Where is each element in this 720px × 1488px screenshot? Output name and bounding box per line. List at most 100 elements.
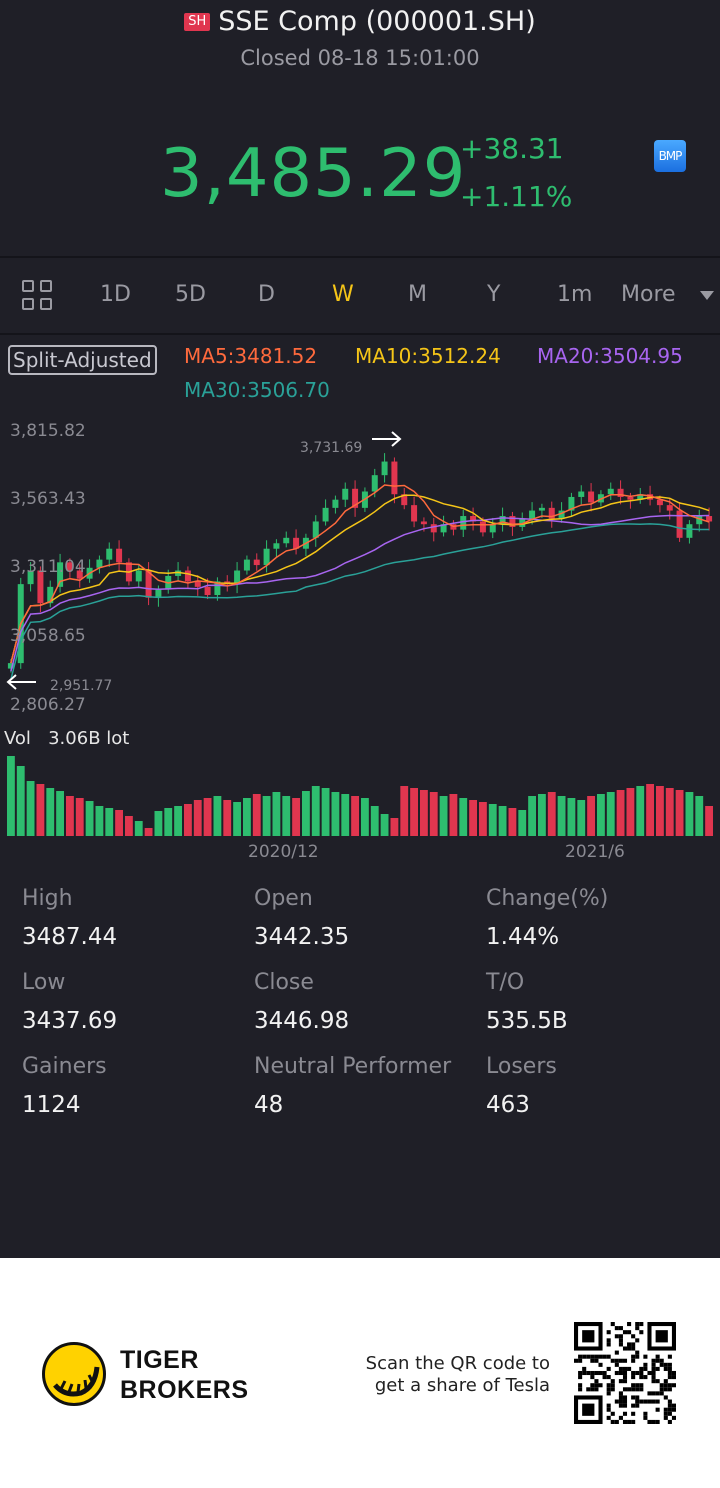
stat-label-close: Close bbox=[254, 970, 314, 995]
candle-body bbox=[686, 524, 693, 538]
volume-bar bbox=[606, 792, 615, 836]
volume-bar bbox=[410, 788, 418, 836]
tab-w[interactable]: W bbox=[332, 282, 354, 307]
volume-bar bbox=[36, 784, 45, 836]
candle-body bbox=[499, 516, 506, 525]
candlestick-chart[interactable] bbox=[0, 410, 720, 720]
stat-value-low: 3437.69 bbox=[22, 1008, 118, 1034]
volume-bar bbox=[695, 796, 704, 836]
volume-bar bbox=[223, 800, 232, 836]
stat-label-losers: Losers bbox=[486, 1054, 557, 1079]
brand-name: TIGER bbox=[120, 1346, 199, 1374]
candle-body bbox=[293, 537, 300, 549]
volume-bar bbox=[351, 796, 359, 836]
volume-bar bbox=[616, 790, 625, 836]
candle-body bbox=[391, 461, 398, 495]
volume-bar bbox=[213, 796, 222, 836]
candle-body bbox=[37, 570, 44, 604]
x-axis-label: 2021/6 bbox=[565, 842, 625, 862]
ma20-legend: MA20:3504.95 bbox=[537, 344, 683, 368]
volume-bar bbox=[361, 798, 369, 836]
volume-bar bbox=[164, 808, 173, 836]
volume-bar bbox=[420, 790, 428, 836]
candle-body bbox=[548, 507, 555, 519]
high-arrow-icon bbox=[372, 431, 402, 447]
period-tabs: 1D 5D D W M Y 1m More bbox=[0, 258, 720, 334]
ma10-legend: MA10:3512.24 bbox=[355, 344, 501, 368]
candle-body bbox=[529, 510, 536, 519]
volume-bar bbox=[577, 800, 586, 836]
tab-5d[interactable]: 5D bbox=[175, 282, 206, 307]
candle-body bbox=[116, 548, 123, 563]
divider bbox=[0, 256, 720, 258]
candle-body bbox=[194, 581, 201, 587]
volume-bar bbox=[66, 796, 74, 836]
volume-bar bbox=[429, 792, 438, 836]
volume-bar bbox=[646, 784, 654, 836]
candle-body bbox=[27, 570, 34, 585]
candle-body bbox=[509, 516, 516, 527]
candle-body bbox=[106, 548, 113, 560]
candle-body bbox=[489, 524, 496, 533]
stat-label-gainers: Gainers bbox=[22, 1054, 107, 1079]
grid-layout-icon[interactable] bbox=[22, 280, 54, 312]
low-arrow-icon bbox=[6, 674, 36, 690]
volume-bar bbox=[439, 796, 448, 836]
volume-bar bbox=[233, 802, 241, 836]
ma20-line bbox=[10, 514, 710, 672]
candle-body bbox=[263, 548, 270, 566]
volume-bar bbox=[528, 796, 536, 836]
candle-body bbox=[352, 488, 359, 508]
volume-bar bbox=[282, 796, 291, 836]
volume-bar bbox=[16, 766, 25, 836]
volume-bar bbox=[56, 791, 64, 836]
candle-body bbox=[706, 516, 713, 522]
tab-1m[interactable]: 1m bbox=[557, 282, 593, 307]
price-change-percent: +1.11% bbox=[460, 180, 573, 213]
tab-d[interactable]: D bbox=[258, 282, 275, 307]
stat-value-change: 1.44% bbox=[486, 924, 560, 950]
candle-body bbox=[676, 510, 683, 538]
divider bbox=[0, 333, 720, 335]
volume-bar bbox=[85, 801, 94, 836]
split-adjusted-toggle[interactable]: Split-Adjusted bbox=[8, 345, 157, 375]
volume-bar bbox=[243, 798, 251, 836]
high-marker-label: 3,731.69 bbox=[300, 440, 363, 456]
tab-m[interactable]: M bbox=[408, 282, 427, 307]
bmp-icon[interactable]: BMP bbox=[654, 140, 686, 172]
candle-body bbox=[411, 505, 418, 522]
volume-bar bbox=[705, 806, 713, 836]
tab-1d[interactable]: 1D bbox=[100, 282, 131, 307]
volume-bar bbox=[311, 786, 320, 836]
low-marker-label: 2,951.77 bbox=[50, 678, 113, 694]
ma5-line bbox=[10, 484, 710, 664]
ma30-line bbox=[10, 523, 710, 680]
tab-y[interactable]: Y bbox=[487, 282, 501, 307]
stat-value-high: 3487.44 bbox=[22, 924, 118, 950]
chevron-down-icon[interactable] bbox=[700, 291, 714, 300]
stat-value-close: 3446.98 bbox=[254, 1008, 350, 1034]
volume-bar bbox=[302, 791, 310, 836]
stat-value-neutral: 48 bbox=[254, 1092, 284, 1118]
candle-body bbox=[371, 475, 378, 492]
candle-body bbox=[234, 570, 241, 585]
stat-value-gainers: 1124 bbox=[22, 1092, 81, 1118]
candle-body bbox=[184, 570, 191, 582]
tab-more[interactable]: More bbox=[621, 282, 676, 307]
stat-label-turnover: T/O bbox=[486, 970, 525, 995]
candle-body bbox=[332, 499, 339, 508]
candle-body bbox=[440, 524, 447, 533]
candle-body bbox=[283, 537, 290, 544]
volume-bar bbox=[26, 781, 35, 836]
candle-body bbox=[342, 488, 349, 500]
app-screen bbox=[0, 0, 720, 1258]
candle-body bbox=[145, 570, 152, 598]
candle-body bbox=[76, 570, 83, 579]
candle-body bbox=[253, 559, 260, 566]
stat-label-high: High bbox=[22, 886, 73, 911]
stat-label-low: Low bbox=[22, 970, 66, 995]
volume-bar bbox=[665, 788, 674, 836]
candle-body bbox=[214, 581, 221, 596]
brand-name: BROKERS bbox=[120, 1376, 249, 1404]
candle-body bbox=[401, 494, 408, 506]
